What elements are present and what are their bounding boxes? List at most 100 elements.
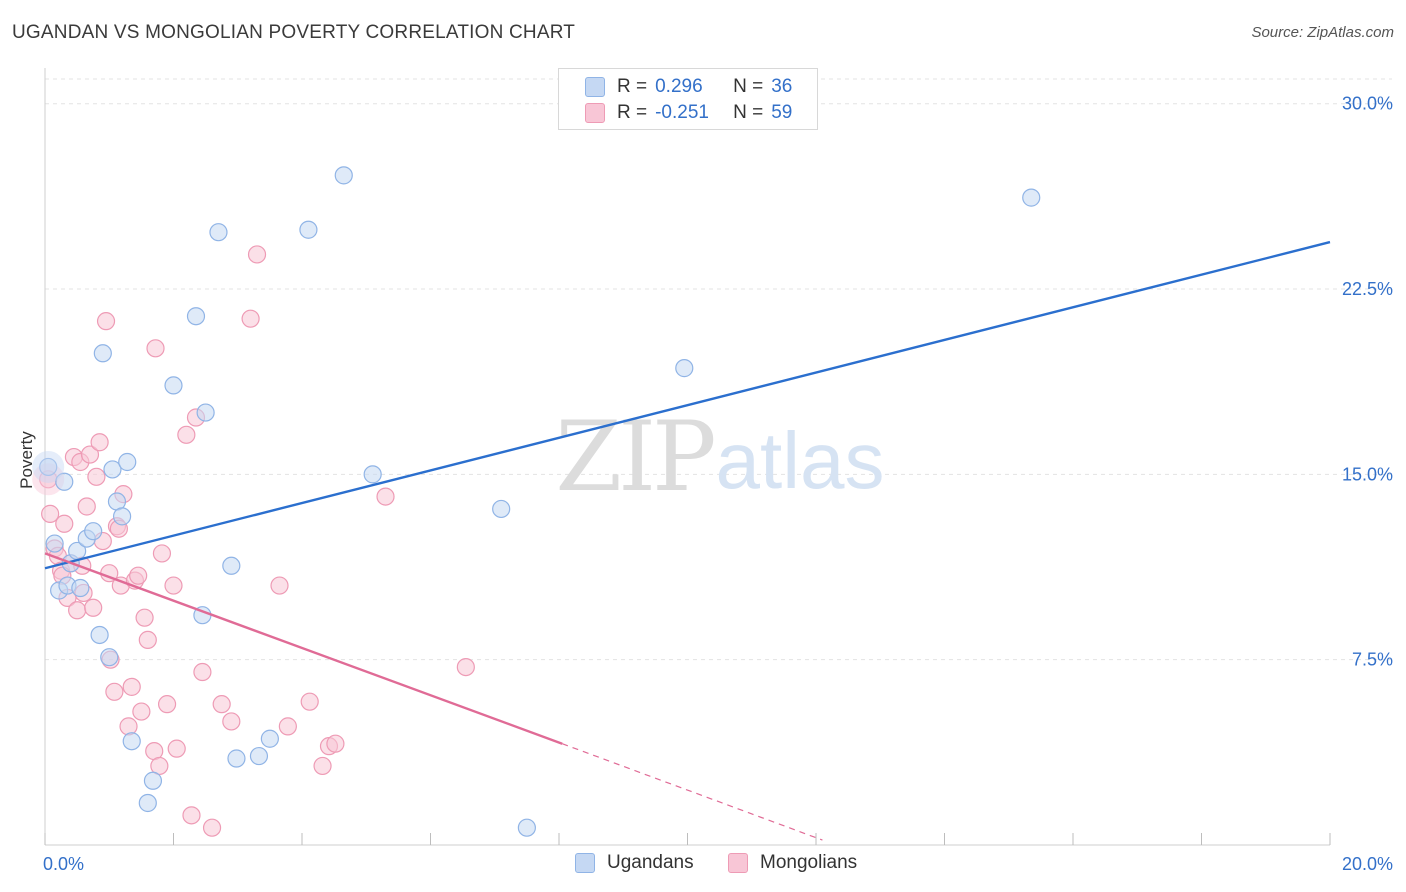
- mongolians-point: [132, 702, 151, 721]
- ugandans-point: [138, 793, 157, 813]
- mongolians-point: [300, 692, 319, 711]
- ugandans-legend-swatch: [575, 853, 595, 873]
- ugandans-point: [55, 472, 74, 491]
- trend-lines: [44, 240, 1331, 841]
- mongolians-legend-swatch: [728, 853, 748, 873]
- watermark-atlas: atlas: [716, 416, 885, 505]
- ugandans-point: [100, 648, 119, 667]
- ugandans-points: [32, 166, 1041, 837]
- mongolians-point: [129, 566, 148, 585]
- tick-labels: 7.5% 15.0% 22.5% 30.0% 0.0% 20.0%: [43, 94, 1393, 874]
- ugandans-point: [222, 556, 241, 575]
- mongolians-point: [135, 608, 154, 627]
- ugandans-r-value: 0.296: [655, 76, 703, 97]
- legend-item-mongolians[interactable]: Mongolians: [728, 852, 857, 874]
- ugandans-point: [299, 220, 318, 239]
- r-label: R =: [617, 76, 648, 97]
- mongolians-point: [152, 544, 172, 563]
- mongolians-point: [84, 598, 103, 617]
- legend-row-mongolians: R = -0.251 N = 59: [585, 100, 792, 126]
- ugandans-point: [334, 166, 353, 185]
- watermark-zip: ZIP: [555, 401, 714, 513]
- mongolians-point: [326, 734, 345, 753]
- mongolians-point: [278, 717, 297, 736]
- mongolians-point: [164, 576, 183, 595]
- ugandans-point: [492, 499, 511, 519]
- mongolians-point: [138, 630, 157, 650]
- ugandans-point: [103, 460, 122, 479]
- ugandans-point: [249, 746, 269, 766]
- ugandans-point: [143, 771, 163, 790]
- mongolians-point: [222, 712, 241, 731]
- mongolians-point: [122, 677, 141, 696]
- ugandans-point: [84, 522, 103, 541]
- mongolians-point: [146, 339, 165, 358]
- watermark: ZIP atlas: [555, 401, 884, 513]
- mongolians-point: [87, 467, 106, 486]
- y-tick-label: 15.0%: [1342, 464, 1393, 484]
- mongolians-point: [247, 245, 267, 264]
- mongolians-cluster-point: [32, 463, 65, 496]
- n-label: N =: [733, 102, 764, 123]
- ugandans-n-value: 36: [771, 76, 793, 97]
- ugandans-point: [196, 403, 215, 422]
- mongolians-point: [167, 739, 186, 758]
- ugandans-point: [93, 344, 112, 363]
- gridlines: [45, 78, 1392, 661]
- mongolians-point: [157, 695, 177, 714]
- mongolians-point: [119, 717, 138, 736]
- ugandans-cluster-point: [32, 450, 65, 483]
- ugandans-point: [71, 578, 90, 598]
- mongolians-point: [68, 601, 87, 620]
- mongolians-trend-extension: [562, 743, 823, 841]
- mongolians-trend-line: [44, 552, 563, 745]
- mongolians-point: [177, 425, 196, 444]
- x-tick-label: 20.0%: [1342, 854, 1393, 874]
- y-tick-label: 22.5%: [1342, 279, 1393, 299]
- n-label: N =: [733, 76, 764, 97]
- mongolians-point: [90, 433, 109, 452]
- ugandans-point: [90, 625, 109, 645]
- mongolians-point: [313, 756, 332, 776]
- x-tick-label: 0.0%: [43, 854, 84, 874]
- legend-row-ugandans: R = 0.296 N = 36: [585, 74, 792, 100]
- mongolians-point: [212, 695, 231, 714]
- ugandans-point: [164, 376, 183, 395]
- ugandans-point: [186, 307, 206, 326]
- mongolians-legend-label: Mongolians: [760, 852, 858, 873]
- mongolians-point: [376, 487, 395, 506]
- correlation-legend: R = 0.296 N = 36 R = -0.251 N = 59: [558, 68, 818, 130]
- mongolians-point: [193, 662, 212, 682]
- ugandans-point: [260, 729, 279, 748]
- ugandans-point: [118, 452, 137, 472]
- mongolians-point: [182, 806, 201, 825]
- ugandans-point: [363, 465, 382, 484]
- mongolians-point: [270, 576, 289, 595]
- y-axis-label: Poverty: [17, 431, 36, 489]
- mongolians-point: [241, 309, 260, 328]
- ugandans-point: [675, 359, 694, 378]
- mongolians-point: [456, 657, 475, 677]
- ugandans-point: [112, 507, 132, 526]
- mongolians-point: [202, 818, 222, 837]
- mongolians-n-value: 59: [771, 102, 793, 123]
- mongolians-point: [77, 497, 96, 516]
- axes: [44, 68, 1331, 846]
- ugandans-point: [209, 223, 228, 242]
- ugandans-point: [122, 732, 141, 751]
- mongolians-point: [96, 312, 116, 331]
- mongolians-point: [105, 682, 124, 701]
- ugandans-point: [227, 749, 246, 768]
- ugandans-legend-label: Ugandans: [607, 852, 694, 873]
- mongolians-point: [80, 445, 100, 464]
- mongolians-point: [55, 514, 74, 533]
- y-tick-label: 7.5%: [1352, 650, 1393, 670]
- source-credit: Source: ZipAtlas.com: [1251, 24, 1394, 41]
- mongolians-swatch: [585, 103, 605, 123]
- mongolians-points: [32, 245, 475, 837]
- chart-title: UGANDAN VS MONGOLIAN POVERTY CORRELATION…: [12, 22, 576, 43]
- ugandans-point: [1022, 188, 1041, 207]
- ugandans-point: [517, 818, 536, 837]
- legend-item-ugandans[interactable]: Ugandans: [575, 852, 694, 874]
